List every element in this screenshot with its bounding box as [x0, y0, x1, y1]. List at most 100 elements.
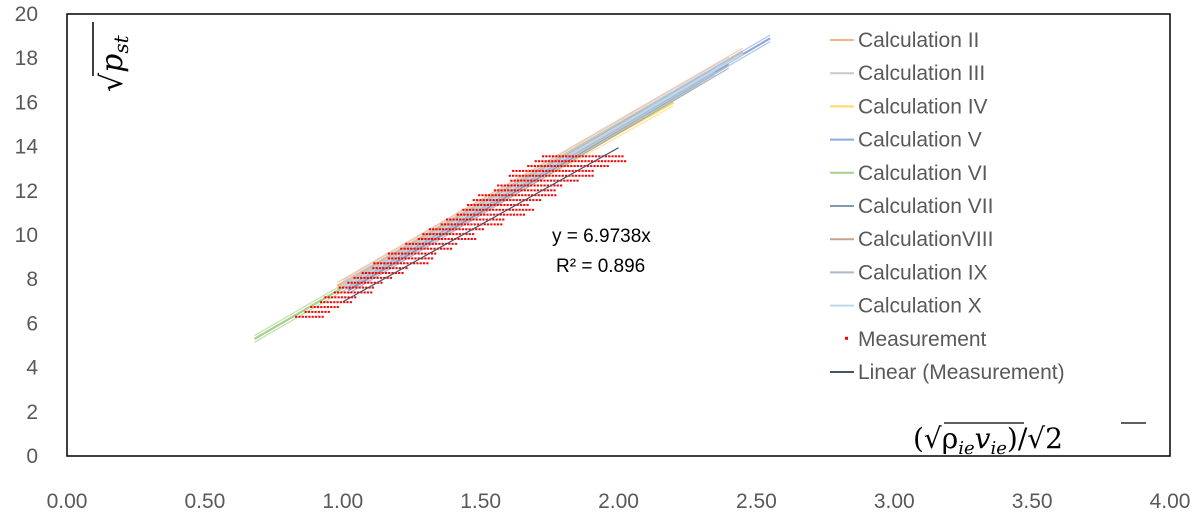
- measurement-point: [498, 218, 502, 221]
- measurement-point: [566, 179, 569, 182]
- legend-item: Calculation V: [830, 129, 982, 152]
- measurement-point: [456, 213, 459, 216]
- measurement-point: [396, 262, 399, 265]
- measurement-point: [373, 281, 376, 284]
- measurement-point: [310, 306, 313, 309]
- trendline-linear-measurement: [342, 147, 619, 303]
- measurement-point: [520, 179, 523, 182]
- measurement-point: [492, 218, 495, 221]
- measurement-point: [544, 194, 547, 197]
- measurement-point: [435, 242, 438, 245]
- measurement-point: [537, 160, 541, 163]
- measurement-point: [587, 160, 590, 163]
- measurement-point: [311, 310, 314, 313]
- measurement-point: [355, 286, 358, 289]
- measurement-point: [470, 223, 473, 226]
- measurement-point: [541, 169, 545, 172]
- legend-item: Calculation II: [830, 29, 979, 52]
- measurement-point: [495, 208, 498, 211]
- measurement-point: [508, 174, 511, 177]
- measurement-point: [448, 242, 451, 245]
- measurement-point: [363, 291, 366, 294]
- measurement-point: [432, 228, 435, 231]
- measurement-point: [576, 179, 579, 182]
- measurement-point: [482, 199, 485, 202]
- measurement-point: [430, 257, 434, 260]
- measurement-point: [565, 155, 568, 158]
- measurement-point: [324, 296, 327, 299]
- measurement-point: [588, 174, 591, 177]
- measurement-point: [553, 184, 556, 187]
- measurement-point: [424, 252, 427, 255]
- measurement-point: [558, 169, 561, 172]
- measurement-point: [623, 160, 627, 163]
- measurement-point: [382, 267, 385, 270]
- measurement-point: [496, 213, 499, 216]
- measurement-point: [497, 189, 500, 192]
- measurement-point: [397, 252, 400, 255]
- measurement-point: [551, 174, 554, 177]
- measurement-point: [523, 203, 526, 206]
- legend-item: Calculation IV: [830, 95, 988, 118]
- measurement-point: [528, 208, 531, 211]
- measurement-point: [463, 223, 466, 226]
- measurement-point: [526, 184, 530, 187]
- measurement-point: [527, 194, 530, 197]
- measurement-point: [556, 165, 560, 168]
- measurement-point: [473, 237, 477, 240]
- measurement-point: [440, 223, 443, 226]
- measurement-point: [538, 199, 542, 202]
- measurement-point: [502, 199, 505, 202]
- measurement-point: [373, 262, 376, 265]
- measurement-point: [308, 315, 311, 318]
- measurement-point: [455, 218, 459, 221]
- measurement-point: [496, 223, 500, 226]
- measurement-point: [454, 242, 458, 245]
- measurement-point: [445, 218, 449, 221]
- measurement-point: [482, 218, 485, 221]
- legend-label: Calculation X: [858, 295, 982, 318]
- measurement-point: [465, 218, 468, 221]
- measurement-point: [556, 179, 559, 182]
- legend-label: Calculation II: [858, 29, 979, 52]
- measurement-point: [356, 291, 360, 294]
- measurement-point: [431, 242, 434, 245]
- measurement-point: [526, 203, 529, 206]
- measurement-point: [428, 228, 431, 231]
- measurement-point: [546, 184, 549, 187]
- measurement-point: [422, 262, 426, 265]
- measurement-point: [516, 213, 519, 216]
- measurement-point: [548, 174, 551, 177]
- measurement-point: [387, 252, 390, 255]
- measurement-point: [465, 208, 468, 211]
- measurement-point: [497, 184, 500, 187]
- measurement-point: [469, 218, 472, 221]
- measurement-point: [507, 189, 510, 192]
- measurement-point: [571, 155, 574, 158]
- measurement-point: [478, 228, 481, 231]
- x-tick-label: 0.00: [47, 490, 88, 513]
- measurement-point: [470, 203, 473, 206]
- measurement-point: [343, 291, 346, 294]
- legend-item: Calculation VII: [830, 195, 993, 218]
- measurement-point: [420, 252, 424, 255]
- measurement-point: [524, 194, 527, 197]
- measurement-point: [432, 233, 435, 236]
- measurement-point: [481, 228, 484, 231]
- measurement-point: [610, 160, 613, 163]
- measurement-point: [476, 199, 479, 202]
- measurement-point: [394, 252, 397, 255]
- measurement-point: [551, 160, 554, 163]
- measurement-point: [358, 286, 361, 289]
- measurement-point: [442, 233, 445, 236]
- measurement-point: [392, 267, 395, 270]
- measurement-point: [535, 174, 538, 177]
- measurement-point: [430, 237, 434, 240]
- measurement-point: [344, 296, 347, 299]
- measurement-point: [430, 247, 433, 250]
- measurement-point: [541, 174, 545, 177]
- measurement-point: [516, 203, 519, 206]
- measurement-point: [376, 262, 379, 265]
- measurement-point: [494, 194, 497, 197]
- measurement-point: [531, 169, 535, 172]
